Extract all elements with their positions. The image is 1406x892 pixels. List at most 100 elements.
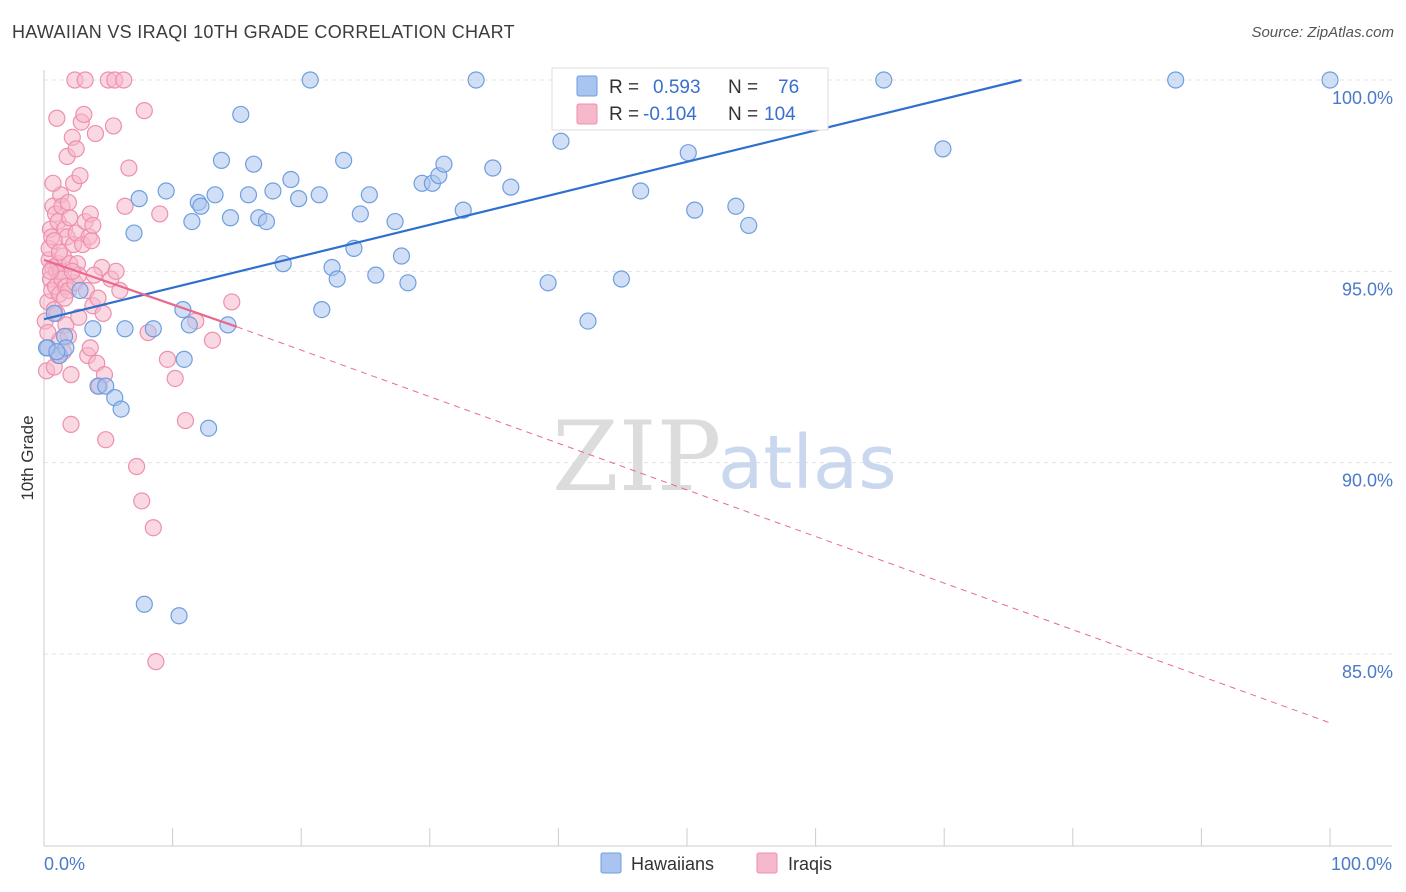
- hawaiians-point-33: [257, 212, 276, 231]
- iraqis-point-97: [41, 262, 60, 280]
- legend-r-label-hawaiians: R =: [609, 77, 639, 98]
- hawaiians-point-30: [239, 186, 258, 204]
- iraqis-point-79: [135, 102, 153, 120]
- hawaiians-point-40: [313, 301, 331, 319]
- iraqis-point-90: [48, 109, 66, 127]
- iraqis-point-72: [107, 262, 125, 280]
- iraqis-point-82: [147, 653, 165, 671]
- iraqis-point-86: [176, 411, 195, 430]
- iraqis-point-76: [120, 159, 138, 177]
- legend-swatch-hawaiians: [576, 75, 598, 97]
- iraqis-point-77: [127, 457, 146, 476]
- axes: [43, 70, 1392, 847]
- iraqis-point-60: [86, 124, 105, 143]
- legend-r-label-iraqis: R =: [609, 104, 639, 125]
- iraqis-point-38: [62, 415, 80, 433]
- y-tick-label-1: 95.0%: [1342, 279, 1393, 299]
- hawaiians-point-68: [740, 216, 758, 235]
- iraqis-point-59: [84, 216, 102, 235]
- y-tick-label-3: 85.0%: [1342, 662, 1393, 682]
- hawaiians-point-27: [219, 316, 237, 334]
- hawaiians-point-20: [180, 316, 198, 334]
- hawaiians-point-26: [212, 151, 231, 169]
- iraqis-point-92: [76, 71, 94, 89]
- hawaiians-points: [37, 71, 1339, 625]
- watermark: ZIP atlas: [552, 401, 897, 513]
- hawaiians-point-19: [175, 350, 193, 368]
- iraqis-point-75: [116, 197, 134, 215]
- series-legend-label-iraqis: Iraqis: [788, 854, 832, 874]
- hawaiians-point-70: [875, 71, 893, 89]
- hawaiians-point-73: [1321, 71, 1339, 89]
- x-tick-label-min: 0.0%: [44, 854, 85, 874]
- hawaiians-point-38: [301, 71, 319, 89]
- iraqis-point-35: [61, 209, 79, 227]
- hawaiians-point-60: [552, 132, 570, 150]
- hawaiians-point-43: [335, 151, 353, 169]
- y-tick-label-2: 90.0%: [1342, 471, 1393, 491]
- hawaiians-point-67: [727, 197, 745, 215]
- hawaiians-point-15: [144, 320, 162, 338]
- hawaiians-point-39: [310, 186, 328, 204]
- hawaiians-point-58: [502, 178, 520, 196]
- y-tick-labels: 100.0% 95.0% 90.0% 85.0%: [1332, 88, 1393, 682]
- hawaiians-point-13: [130, 190, 148, 208]
- y-tick-label-0: 100.0%: [1332, 88, 1393, 108]
- hawaiians-point-35: [274, 255, 292, 273]
- iraqis-point-57: [82, 232, 101, 250]
- hawaiians-point-8: [97, 377, 115, 395]
- iraqis-point-102: [44, 174, 62, 192]
- iraqis-point-70: [104, 117, 123, 135]
- iraqis-trend-line: [43, 258, 238, 328]
- legend-swatch-iraqis: [576, 103, 598, 125]
- legend-r-value-hawaiians: 0.593: [653, 77, 701, 98]
- iraqis-point-83: [151, 205, 169, 223]
- x-tick-label-max: 100.0%: [1331, 854, 1392, 874]
- series-legend-swatch-iraqis: [756, 852, 778, 874]
- watermark-zip: ZIP: [552, 401, 721, 513]
- hawaiians-trend-line: [43, 78, 1022, 321]
- legend-n-label-hawaiians: N =: [728, 77, 758, 98]
- hawaiians-point-56: [467, 71, 485, 89]
- hawaiians-point-42: [328, 270, 346, 288]
- hawaiians-point-59: [539, 274, 557, 292]
- stats-legend: R = 0.593 N = 76 R = -0.104 N = 104: [551, 67, 829, 131]
- hawaiians-point-49: [392, 247, 411, 265]
- hawaiians-point-25: [206, 186, 224, 204]
- hawaiians-point-75: [48, 343, 66, 361]
- hawaiians-point-17: [170, 607, 188, 625]
- iraqis-trend-extension: [236, 326, 1331, 724]
- hawaiians-point-28: [221, 209, 240, 227]
- hawaiians-point-55: [454, 201, 472, 219]
- hawaiians-point-36: [282, 170, 300, 189]
- hawaiians-point-72: [1167, 71, 1185, 89]
- hawaiians-point-71: [934, 140, 952, 158]
- source-credit: Source: ZipAtlas.com: [1251, 24, 1394, 41]
- legend-n-label-iraqis: N =: [728, 104, 758, 125]
- hawaiians-point-50: [399, 274, 417, 292]
- iraqis-point-47: [71, 167, 89, 185]
- hawaiians-point-48: [386, 212, 404, 231]
- hawaiians-point-29: [232, 105, 250, 124]
- iraqis-point-84: [158, 350, 177, 368]
- hawaiians-point-57: [484, 159, 502, 177]
- hawaiians-point-63: [612, 270, 631, 288]
- legend-box: [551, 67, 829, 131]
- iraqis-point-56: [81, 339, 99, 357]
- iraqis-point-37: [62, 366, 80, 384]
- hawaiians-point-24: [200, 419, 218, 437]
- iraqis-point-50: [75, 105, 93, 124]
- hawaiians-point-5: [71, 281, 89, 300]
- iraqis-point-94: [50, 243, 69, 261]
- iraqis-point-65: [94, 304, 112, 323]
- hawaiians-point-11: [116, 320, 134, 338]
- legend-r-value-iraqis: -0.104: [643, 104, 697, 125]
- iraqis-point-95: [55, 289, 74, 307]
- iraqis-point-85: [166, 369, 184, 388]
- hawaiians-point-66: [686, 201, 704, 219]
- iraqis-point-100: [39, 323, 57, 342]
- iraqis-point-98: [59, 193, 78, 212]
- iraqis-point-99: [70, 308, 88, 326]
- iraqis-point-81: [144, 519, 162, 537]
